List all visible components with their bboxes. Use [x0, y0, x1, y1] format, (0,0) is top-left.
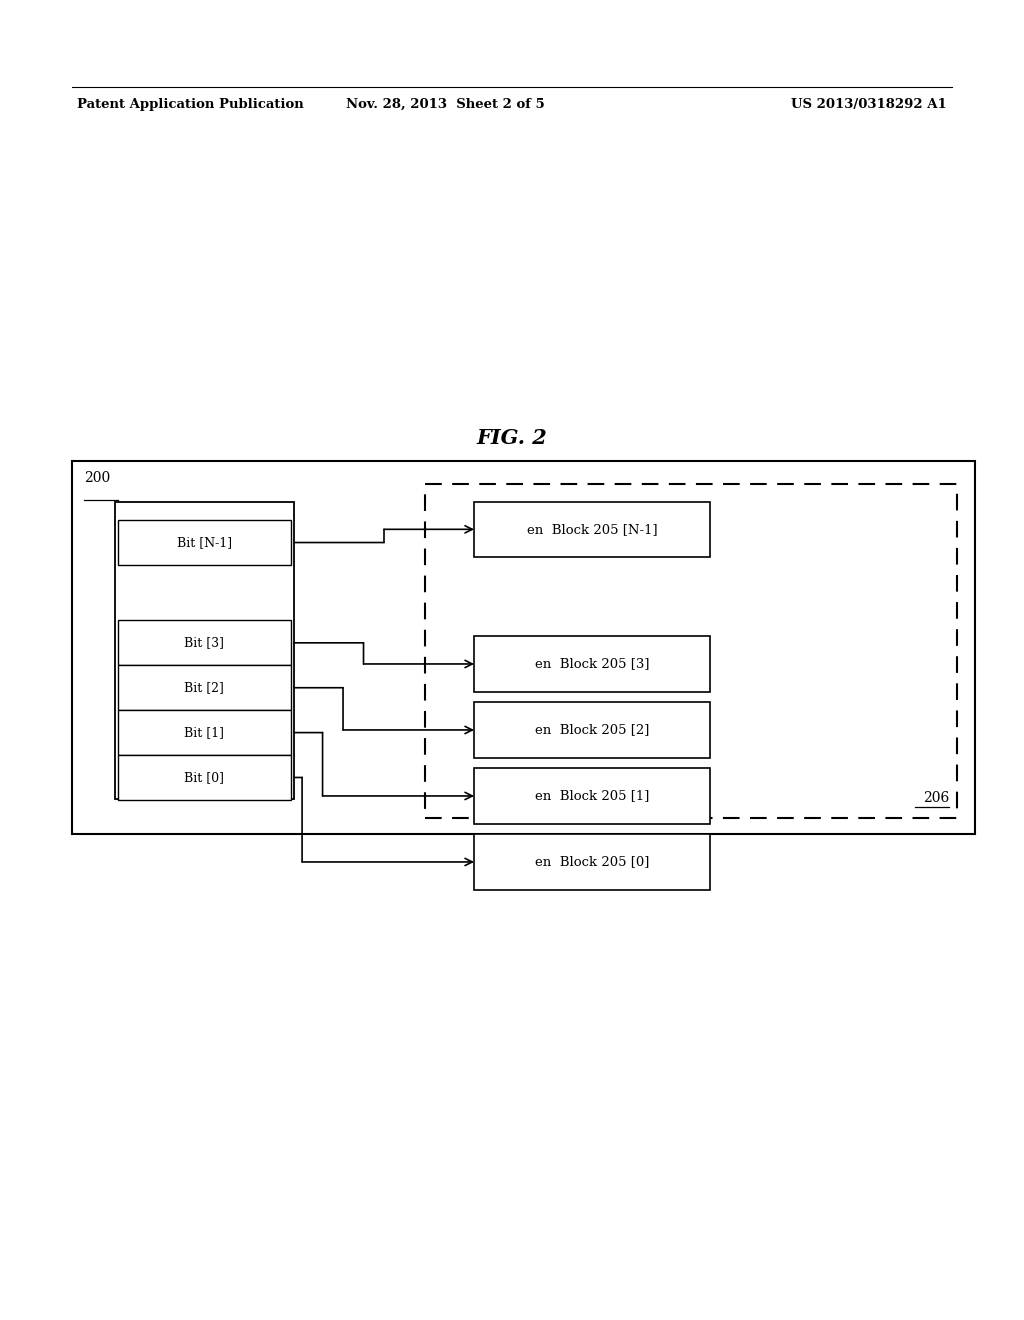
Text: Bit [1]: Bit [1] [184, 726, 224, 739]
Bar [118, 620, 291, 665]
Text: Bit [0]: Bit [0] [184, 771, 224, 784]
Bar [118, 755, 291, 800]
Bar [474, 502, 710, 557]
Text: Bit [N-1]: Bit [N-1] [177, 536, 231, 549]
Text: en  Block 205 [1]: en Block 205 [1] [535, 789, 649, 803]
Text: en  Block 205 [2]: en Block 205 [2] [535, 723, 649, 737]
Bar [474, 636, 710, 692]
Text: 200: 200 [84, 471, 111, 486]
Text: 206: 206 [923, 791, 949, 805]
Bar [474, 768, 710, 824]
Bar [118, 710, 291, 755]
Text: FIG. 2: FIG. 2 [476, 428, 548, 449]
Text: en  Block 205 [0]: en Block 205 [0] [535, 855, 649, 869]
Bar [474, 834, 710, 890]
Bar [118, 520, 291, 565]
Text: US 2013/0318292 A1: US 2013/0318292 A1 [792, 98, 947, 111]
Bar [118, 665, 291, 710]
Bar [115, 502, 294, 799]
Text: Patent Application Publication: Patent Application Publication [77, 98, 303, 111]
Bar [72, 461, 975, 834]
Text: en  Block 205 [3]: en Block 205 [3] [535, 657, 649, 671]
Text: Bit [2]: Bit [2] [184, 681, 224, 694]
Bar [425, 484, 957, 818]
Text: Bit [3]: Bit [3] [184, 636, 224, 649]
Bar [474, 702, 710, 758]
Text: en  Block 205 [N-1]: en Block 205 [N-1] [526, 523, 657, 536]
Text: Nov. 28, 2013  Sheet 2 of 5: Nov. 28, 2013 Sheet 2 of 5 [346, 98, 545, 111]
